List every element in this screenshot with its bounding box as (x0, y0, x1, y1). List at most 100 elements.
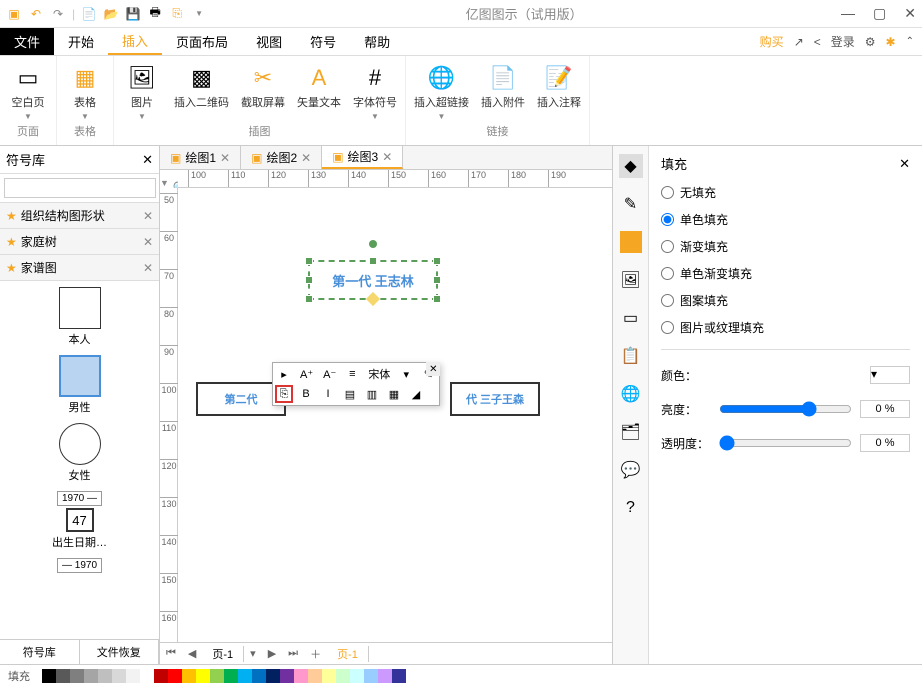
palette-color[interactable] (266, 669, 280, 683)
tab-view[interactable]: 视图 (242, 28, 296, 55)
right-tool[interactable]: 🌐 (619, 382, 643, 406)
right-tool[interactable]: ✎ (619, 192, 643, 216)
qat-dropdown-icon[interactable]: ▼ (191, 6, 207, 22)
handle-br[interactable] (433, 295, 441, 303)
login-link[interactable]: 登录 (831, 33, 855, 50)
pagetab-item[interactable]: 页-1 (202, 646, 244, 662)
cat-close-icon[interactable]: ✕ (143, 235, 153, 249)
pagetab-item[interactable]: ◀ (182, 647, 202, 660)
redo-icon[interactable]: ↷ (50, 6, 66, 22)
ribbon-item[interactable]: A矢量文本 (297, 64, 341, 110)
palette-color[interactable] (336, 669, 350, 683)
pagetab-item[interactable]: 页-1 (327, 646, 369, 662)
palette-color[interactable] (308, 669, 322, 683)
fill-option[interactable]: 单色渐变填充 (661, 260, 910, 287)
selected-shape[interactable]: 第一代 王志林 (308, 260, 438, 300)
tab-insert[interactable]: 插入 (108, 28, 162, 55)
ft-button[interactable]: ▤ (341, 385, 359, 403)
ft-button[interactable]: ⎘ (275, 385, 293, 403)
ribbon-item[interactable]: 📝插入注释 (537, 64, 581, 110)
shape-item[interactable]: — 1970 (57, 558, 102, 573)
right-tool[interactable]: ▭ (619, 306, 643, 330)
export-icon[interactable]: ⎘ (169, 6, 185, 22)
maximize-button[interactable]: ▢ (873, 5, 886, 22)
fill-option[interactable]: 图片或纹理填充 (661, 314, 910, 341)
ft-button[interactable]: I (319, 385, 337, 403)
palette-color[interactable] (350, 669, 364, 683)
tab-help[interactable]: 帮助 (350, 28, 404, 55)
ft-button[interactable]: 宋体 (365, 365, 393, 383)
tab-file[interactable]: 文件 (0, 28, 54, 55)
ft-button[interactable]: ▥ (363, 385, 381, 403)
palette-color[interactable] (168, 669, 182, 683)
ft-button[interactable]: ▦ (385, 385, 403, 403)
handle-tm[interactable] (369, 257, 377, 265)
palette-color[interactable] (42, 669, 56, 683)
opacity-slider[interactable] (719, 435, 852, 451)
symbollib-close-icon[interactable]: ✕ (142, 152, 153, 168)
ribbon-item[interactable]: 📄插入附件 (481, 64, 525, 110)
palette-color[interactable] (294, 669, 308, 683)
share-icon[interactable]: ↗ (794, 35, 804, 49)
palette-color[interactable] (224, 669, 238, 683)
open-icon[interactable]: 📂 (103, 6, 119, 22)
palette-color[interactable] (280, 669, 294, 683)
save-icon[interactable]: 💾 (125, 6, 141, 22)
handle-mr[interactable] (433, 276, 441, 284)
palette-color[interactable] (378, 669, 392, 683)
category-item[interactable]: ★组织结构图形状✕ (0, 203, 159, 229)
ft-button[interactable]: ▾ (397, 365, 415, 383)
undo-icon[interactable]: ↶ (28, 6, 44, 22)
fill-radio[interactable] (661, 186, 674, 199)
ft-button[interactable]: B (297, 385, 315, 403)
floattb-close-icon[interactable]: ✕ (426, 362, 440, 376)
print-icon[interactable]: 🖶 (147, 6, 163, 22)
palette-color[interactable] (210, 669, 224, 683)
settings-icon[interactable]: ⚙ (865, 35, 876, 49)
palette-color[interactable] (252, 669, 266, 683)
minimize-button[interactable]: — (841, 5, 855, 22)
palette-color[interactable] (84, 669, 98, 683)
handle-tr[interactable] (433, 257, 441, 265)
cat-close-icon[interactable]: ✕ (143, 209, 153, 223)
palette-color[interactable] (126, 669, 140, 683)
right-tool[interactable]: 🗂 (619, 420, 643, 444)
palette-color[interactable] (154, 669, 168, 683)
fill-radio[interactable] (661, 267, 674, 280)
palette-color[interactable] (196, 669, 210, 683)
pagetab-item[interactable]: ＋ (304, 646, 327, 662)
palette-color[interactable] (112, 669, 126, 683)
shape-item[interactable]: 1970 —47出生日期… (52, 491, 107, 550)
shape-item[interactable]: 本人 (59, 287, 101, 347)
fill-radio[interactable] (661, 213, 674, 226)
tab-close-icon[interactable]: ✕ (220, 151, 230, 165)
canvas[interactable]: 第一代 王志林 第二代 代 三子王森 ✕ ▸A⁺A⁻≡宋体▾✎ (178, 188, 612, 642)
close-button[interactable]: ✕ (904, 5, 916, 22)
shape3[interactable]: 代 三子王森 (450, 382, 540, 416)
collapse-icon[interactable]: ⌃ (906, 36, 914, 47)
fill-option[interactable]: 单色填充 (661, 206, 910, 233)
fill-panel-close-icon[interactable]: ✕ (899, 156, 910, 172)
net-icon[interactable]: < (814, 35, 821, 49)
palette-color[interactable] (182, 669, 196, 683)
ft-button[interactable]: ≡ (343, 365, 361, 383)
right-tool[interactable] (619, 230, 643, 254)
document-tab[interactable]: ▣绘图1✕ (160, 146, 241, 169)
palette-color[interactable] (70, 669, 84, 683)
palette-color[interactable] (364, 669, 378, 683)
cat-close-icon[interactable]: ✕ (143, 261, 153, 275)
btab-symbollib[interactable]: 符号库 (0, 640, 80, 664)
ribbon-item[interactable]: 🌐插入超链接▼ (414, 64, 469, 121)
right-tool[interactable]: ◆ (619, 154, 643, 178)
right-tool[interactable]: 📋 (619, 344, 643, 368)
tab-close-icon[interactable]: ✕ (301, 151, 311, 165)
palette-color[interactable] (322, 669, 336, 683)
btab-recover[interactable]: 文件恢复 (80, 640, 160, 664)
palette-color[interactable] (140, 669, 154, 683)
right-tool[interactable]: 💬 (619, 458, 643, 482)
handle-bl[interactable] (305, 295, 313, 303)
brightness-slider[interactable] (719, 401, 852, 417)
palette-color[interactable] (392, 669, 406, 683)
palette-color[interactable] (56, 669, 70, 683)
tab-layout[interactable]: 页面布局 (162, 28, 242, 55)
